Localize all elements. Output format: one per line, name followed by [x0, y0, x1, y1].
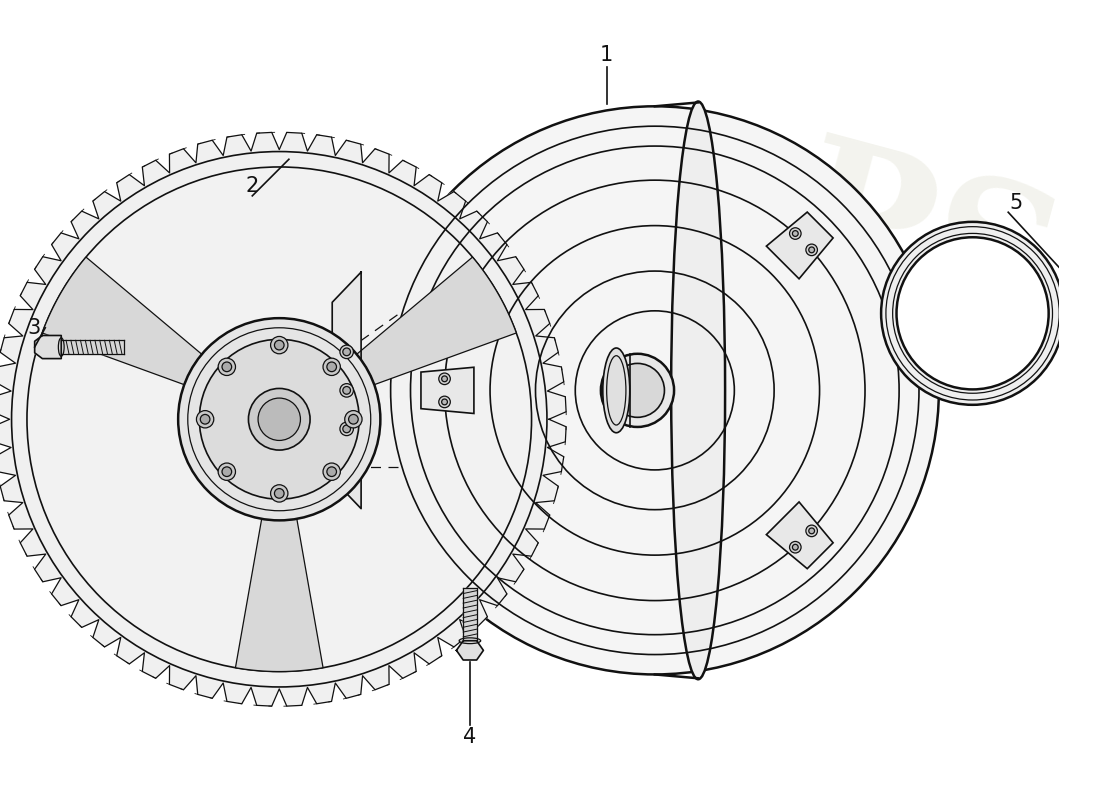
Polygon shape — [356, 257, 516, 385]
Polygon shape — [767, 502, 833, 569]
Ellipse shape — [808, 247, 814, 253]
Ellipse shape — [340, 345, 353, 358]
Ellipse shape — [343, 348, 351, 356]
Ellipse shape — [601, 354, 674, 427]
Text: 1: 1 — [600, 46, 614, 66]
Ellipse shape — [881, 222, 1064, 405]
Ellipse shape — [197, 410, 213, 428]
Polygon shape — [35, 335, 62, 358]
Polygon shape — [235, 519, 323, 671]
Ellipse shape — [323, 463, 340, 480]
Ellipse shape — [218, 463, 235, 480]
Ellipse shape — [792, 230, 799, 237]
Ellipse shape — [439, 373, 450, 385]
Text: 4: 4 — [463, 727, 476, 747]
Ellipse shape — [271, 337, 288, 354]
Ellipse shape — [603, 348, 630, 433]
Ellipse shape — [28, 167, 531, 671]
Text: 2: 2 — [245, 176, 258, 196]
Ellipse shape — [218, 358, 235, 375]
Ellipse shape — [808, 528, 814, 534]
Ellipse shape — [896, 238, 1048, 390]
Ellipse shape — [671, 102, 725, 679]
Ellipse shape — [806, 525, 817, 537]
Ellipse shape — [327, 467, 337, 477]
Ellipse shape — [459, 638, 481, 644]
Ellipse shape — [200, 414, 210, 424]
Ellipse shape — [274, 489, 284, 498]
Text: PS: PS — [773, 126, 1076, 366]
Ellipse shape — [340, 422, 353, 436]
Ellipse shape — [439, 396, 450, 408]
Ellipse shape — [178, 318, 381, 520]
Ellipse shape — [199, 339, 360, 499]
Ellipse shape — [249, 389, 310, 450]
Ellipse shape — [274, 340, 284, 350]
Polygon shape — [421, 367, 474, 414]
Ellipse shape — [806, 244, 817, 256]
Ellipse shape — [222, 467, 232, 477]
Polygon shape — [332, 272, 361, 509]
Ellipse shape — [790, 228, 801, 239]
Text: since 1985: since 1985 — [624, 509, 762, 551]
Text: a passion: a passion — [465, 534, 613, 583]
Ellipse shape — [442, 376, 448, 382]
Ellipse shape — [222, 362, 232, 372]
Polygon shape — [456, 641, 483, 660]
Polygon shape — [0, 132, 566, 706]
Polygon shape — [767, 212, 833, 279]
Ellipse shape — [327, 362, 337, 372]
Text: 5: 5 — [1010, 193, 1023, 213]
Ellipse shape — [271, 485, 288, 502]
Ellipse shape — [343, 425, 351, 433]
Ellipse shape — [792, 544, 799, 550]
Text: for porsche: for porsche — [563, 588, 707, 632]
Ellipse shape — [371, 106, 939, 674]
Ellipse shape — [349, 414, 359, 424]
Ellipse shape — [610, 363, 664, 418]
Text: e-: e- — [353, 453, 475, 559]
Ellipse shape — [343, 386, 351, 394]
Ellipse shape — [58, 338, 64, 356]
Ellipse shape — [323, 358, 340, 375]
Ellipse shape — [442, 399, 448, 405]
Polygon shape — [42, 257, 201, 385]
Text: 3: 3 — [28, 318, 41, 338]
Ellipse shape — [340, 384, 353, 397]
Ellipse shape — [344, 410, 362, 428]
Ellipse shape — [790, 542, 801, 553]
Ellipse shape — [258, 398, 300, 441]
